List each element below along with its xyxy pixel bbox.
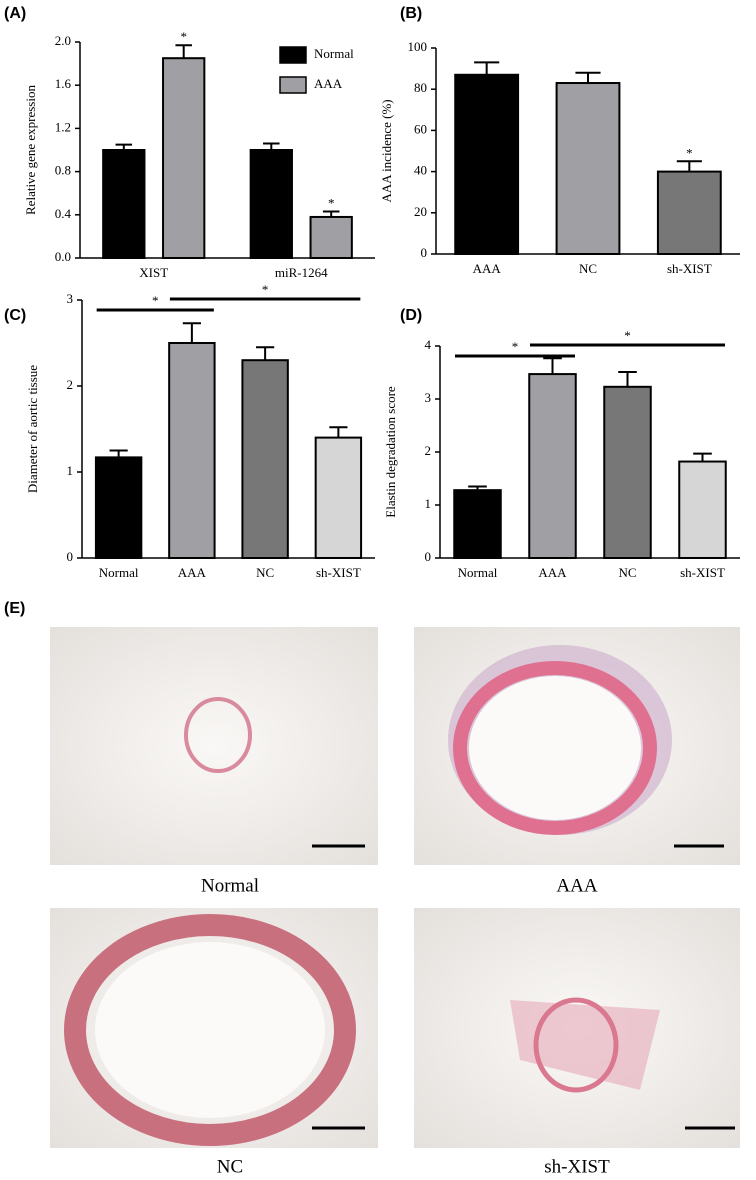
panel-label: (A) bbox=[4, 5, 26, 22]
image-label: NC bbox=[217, 1156, 243, 1177]
y-tick-label: 80 bbox=[414, 80, 427, 95]
y-tick-label: 3 bbox=[425, 390, 432, 405]
histology-image bbox=[414, 627, 740, 865]
x-tick-label: NC bbox=[618, 565, 636, 580]
y-tick-label: 1 bbox=[425, 496, 432, 511]
image-label: sh-XIST bbox=[544, 1156, 610, 1177]
y-tick-label: 2 bbox=[425, 443, 432, 458]
bar bbox=[168, 342, 216, 559]
panel-label: (B) bbox=[400, 5, 422, 22]
histology-image bbox=[414, 908, 740, 1148]
y-tick-label: 1 bbox=[67, 463, 74, 478]
bar bbox=[241, 359, 289, 560]
image-label: Normal bbox=[201, 875, 259, 896]
comparison-label: * bbox=[624, 328, 631, 343]
y-axis-label: Relative gene expression bbox=[23, 85, 38, 215]
panel-label: (D) bbox=[400, 307, 422, 324]
x-tick-label: AAA bbox=[178, 565, 207, 580]
comparison-label: * bbox=[262, 282, 269, 297]
bar bbox=[249, 149, 293, 259]
x-tick-label: sh-XIST bbox=[316, 565, 361, 580]
y-tick-label: 3 bbox=[67, 291, 74, 306]
comparison-label: * bbox=[152, 293, 159, 308]
x-tick-label: AAA bbox=[538, 565, 567, 580]
y-tick-label: 4 bbox=[425, 337, 432, 352]
bar bbox=[453, 489, 502, 559]
significance: * bbox=[180, 29, 187, 44]
significance: * bbox=[686, 145, 693, 160]
x-tick-label: sh-XIST bbox=[680, 565, 725, 580]
x-tick-label: Normal bbox=[99, 565, 139, 580]
significance: * bbox=[328, 196, 335, 211]
legend-label: AAA bbox=[314, 76, 343, 91]
y-tick-label: 100 bbox=[408, 39, 428, 54]
bar bbox=[314, 436, 363, 560]
y-tick-label: 0 bbox=[67, 549, 74, 564]
bar bbox=[603, 385, 652, 559]
bar bbox=[162, 57, 206, 260]
image-label: AAA bbox=[556, 875, 597, 896]
y-tick-label: 2 bbox=[67, 377, 74, 392]
x-tick-label: NC bbox=[579, 261, 597, 276]
comparison-label: * bbox=[512, 339, 519, 354]
y-tick-label: 0 bbox=[425, 549, 432, 564]
x-tick-label: XIST bbox=[139, 265, 168, 280]
bar bbox=[102, 149, 146, 259]
x-tick-label: NC bbox=[256, 565, 274, 580]
x-tick-label: Normal bbox=[458, 565, 498, 580]
bar bbox=[94, 456, 143, 560]
y-axis-label: Diameter of aortic tissue bbox=[25, 365, 40, 493]
y-tick-label: 2.0 bbox=[55, 33, 71, 48]
y-tick-label: 20 bbox=[414, 204, 427, 219]
panel-label: (C) bbox=[4, 307, 26, 324]
bar bbox=[528, 373, 577, 559]
histology-image bbox=[50, 627, 378, 865]
y-tick-label: 1.6 bbox=[55, 76, 72, 91]
y-tick-label: 60 bbox=[414, 121, 427, 136]
x-tick-label: miR-1264 bbox=[275, 265, 328, 280]
bar bbox=[678, 460, 727, 560]
y-axis-label: Elastin degradation score bbox=[383, 386, 398, 518]
legend-label: Normal bbox=[314, 46, 354, 61]
y-tick-label: 0.0 bbox=[55, 249, 71, 264]
bar bbox=[454, 73, 520, 255]
y-tick-label: 0 bbox=[421, 245, 428, 260]
bar bbox=[555, 82, 621, 255]
bar bbox=[309, 215, 353, 260]
y-tick-label: 0.8 bbox=[55, 163, 71, 178]
panel-label: (E) bbox=[4, 600, 25, 617]
legend-swatch bbox=[279, 76, 307, 94]
legend-swatch bbox=[279, 46, 307, 64]
x-tick-label: AAA bbox=[473, 261, 502, 276]
y-tick-label: 1.2 bbox=[55, 119, 71, 134]
y-tick-label: 0.4 bbox=[55, 206, 72, 221]
x-tick-label: sh-XIST bbox=[667, 261, 712, 276]
histology-image bbox=[50, 908, 378, 1148]
bar bbox=[656, 170, 722, 256]
y-tick-label: 40 bbox=[414, 163, 427, 178]
y-axis-label: AAA incidence (%) bbox=[379, 99, 394, 202]
